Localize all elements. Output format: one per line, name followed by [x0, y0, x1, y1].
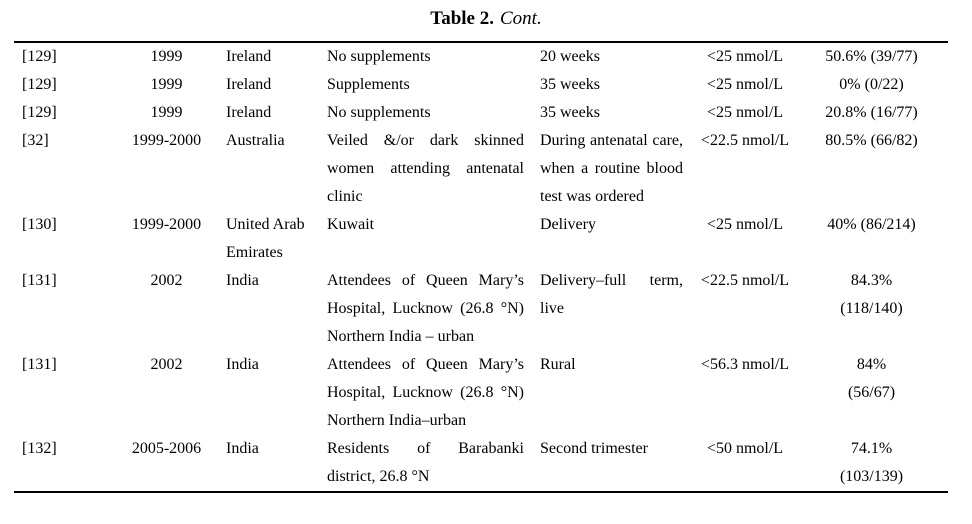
cell-reference: [32] [22, 132, 49, 149]
cell-reference: [129] [22, 76, 57, 93]
cell-population: No supplements [327, 104, 431, 121]
cell-country: Ireland [226, 104, 272, 121]
table-row: [32] 1999-2000 Australia Veiled &/or dar… [14, 127, 948, 211]
cell-country: India [226, 356, 259, 373]
cell-country: India [226, 272, 259, 289]
cell-reference: [129] [22, 48, 57, 65]
cell-cutoff: <56.3 nmol/L [700, 356, 790, 373]
table-row: [130] 1999-2000 United Arab Emirates Kuw… [14, 211, 948, 267]
cell-prevalence: 74.1% (103/139) [839, 440, 904, 485]
cell-country: Ireland [226, 76, 272, 93]
cell-prevalence: 20.8% (16/77) [825, 104, 918, 121]
cell-population: Attendees of Queen Mary’s Hospital, Luck… [327, 356, 524, 429]
table-row: [132] 2005-2006 India Residents of Barab… [14, 435, 948, 492]
cell-reference: [129] [22, 104, 57, 121]
cell-reference: [130] [22, 216, 57, 233]
cell-cutoff: <50 nmol/L [706, 440, 784, 457]
cell-year: 1999 [150, 48, 183, 65]
table-title: Table 2. Cont. [0, 0, 972, 32]
cell-population: Residents of Barabanki district, 26.8 °N [327, 440, 524, 485]
cell-cutoff: <25 nmol/L [706, 216, 784, 233]
cell-year: 1999-2000 [131, 216, 202, 233]
cell-time: 20 weeks [540, 48, 600, 65]
cell-time: Second trimester [540, 440, 648, 457]
cell-reference: [131] [22, 272, 57, 289]
cell-prevalence: 84.3% (118/140) [840, 272, 903, 317]
cell-prevalence: 40% (86/214) [827, 216, 916, 233]
cell-population: Veiled &/or dark skinned women attending… [327, 132, 524, 205]
table-row: [131] 2002 India Attendees of Queen Mary… [14, 351, 948, 435]
cell-time: Delivery–full term, live [540, 272, 683, 317]
cell-time: 35 weeks [540, 76, 600, 93]
cell-time: Delivery [540, 216, 596, 233]
cell-population: Attendees of Queen Mary’s Hospital, Luck… [327, 272, 524, 345]
cell-year: 1999-2000 [131, 132, 202, 149]
cell-population: Supplements [327, 76, 410, 93]
cell-prevalence: 84% (56/67) [847, 356, 896, 401]
cell-year: 2005-2006 [131, 440, 202, 457]
table-row: [131] 2002 India Attendees of Queen Mary… [14, 267, 948, 351]
cell-prevalence: 80.5% (66/82) [825, 132, 918, 149]
cell-cutoff: <25 nmol/L [706, 48, 784, 65]
cell-country: United Arab Emirates [226, 216, 305, 261]
table-row: [129] 1999 Ireland No supplements 20 wee… [14, 42, 948, 71]
cell-prevalence: 0% (0/22) [839, 76, 904, 93]
table-title-cont: Cont. [500, 8, 542, 29]
cell-time: During antenatal care, when a routine bl… [540, 132, 683, 205]
cell-cutoff: <25 nmol/L [706, 104, 784, 121]
table-title-label: Table 2. [430, 8, 494, 29]
cell-time: 35 weeks [540, 104, 600, 121]
cell-country: India [226, 440, 259, 457]
cell-cutoff: <25 nmol/L [706, 76, 784, 93]
cell-reference: [132] [22, 440, 57, 457]
cell-time: Rural [540, 356, 576, 373]
cell-population: No supplements [327, 48, 431, 65]
cell-reference: [131] [22, 356, 57, 373]
cell-prevalence: 50.6% (39/77) [825, 48, 918, 65]
data-table: [129] 1999 Ireland No supplements 20 wee… [14, 41, 948, 493]
cell-year: 1999 [150, 76, 183, 93]
cell-year: 2002 [150, 356, 183, 373]
cell-year: 2002 [150, 272, 183, 289]
cell-cutoff: <22.5 nmol/L [700, 132, 790, 149]
cell-population: Kuwait [327, 216, 375, 233]
table-row: [129] 1999 Ireland No supplements 35 wee… [14, 99, 948, 127]
cell-year: 1999 [150, 104, 183, 121]
cell-country: Australia [226, 132, 285, 149]
table-row: [129] 1999 Ireland Supplements 35 weeks … [14, 71, 948, 99]
cell-cutoff: <22.5 nmol/L [700, 272, 790, 289]
cell-country: Ireland [226, 48, 272, 65]
